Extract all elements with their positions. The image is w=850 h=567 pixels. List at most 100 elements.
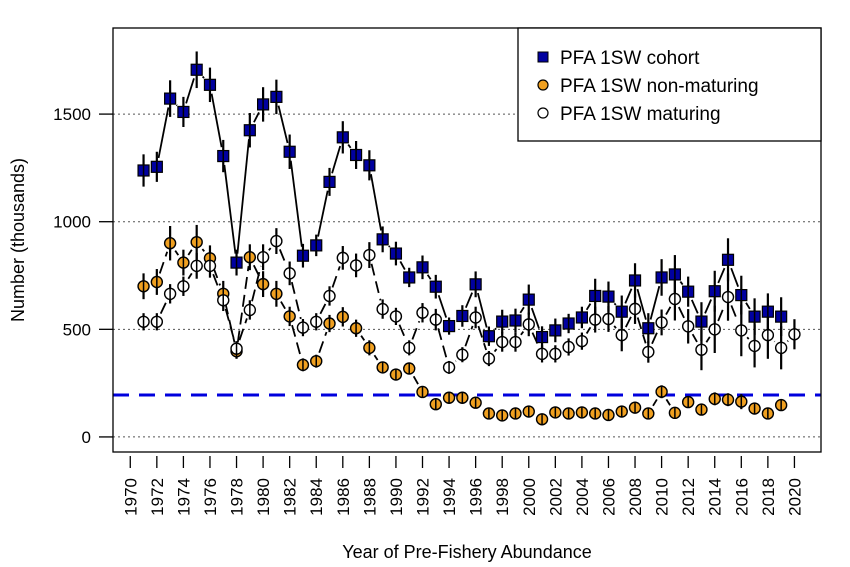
series-segment-pfa-1sw-maturing xyxy=(464,325,474,347)
x-axis: 1970 1972 1974 1976 1978 1980 1982 1984 1986 1988… xyxy=(121,456,804,516)
series-segment-pfa-1sw-cohort xyxy=(175,104,178,107)
series-segment-pfa-1sw-maturing xyxy=(531,332,540,347)
series-segment-pfa-1sw-maturing xyxy=(746,336,750,340)
series-segment-pfa-1sw-maturing xyxy=(159,301,168,315)
series-segment-pfa-1sw-cohort xyxy=(717,267,726,284)
series-segment-pfa-1sw-cohort xyxy=(236,139,250,254)
series-segment-pfa-1sw-cohort xyxy=(613,302,617,306)
x-tick-label: 2012 xyxy=(679,478,698,516)
series-segment-pfa-1sw-cohort xyxy=(679,281,684,286)
x-tick-label: 2000 xyxy=(520,478,539,516)
series-segment-pfa-1sw-maturing xyxy=(268,247,272,251)
x-tick-label: 1986 xyxy=(334,478,353,516)
x-tick-label: 2020 xyxy=(785,478,804,516)
x-tick-label: 1982 xyxy=(281,478,300,516)
series-segment-pfa-1sw-non-maturing xyxy=(187,249,193,256)
series-segment-pfa-1sw-cohort xyxy=(465,292,473,309)
series-segment-pfa-1sw-maturing xyxy=(398,324,407,340)
x-tick-label: 2006 xyxy=(599,478,618,516)
y-tick-label: 0 xyxy=(82,428,91,447)
series-segment-pfa-1sw-maturing xyxy=(331,266,341,288)
series-segment-pfa-1sw-non-maturing xyxy=(412,375,419,385)
x-tick-label: 1984 xyxy=(307,478,326,516)
series-segment-pfa-1sw-non-maturing xyxy=(665,398,671,406)
legend-entry: PFA 1SW cohort xyxy=(537,48,700,69)
series-segment-pfa-1sw-cohort xyxy=(185,78,195,104)
series-segment-pfa-1sw-maturing xyxy=(319,303,327,315)
series-segment-pfa-1sw-maturing xyxy=(411,320,421,340)
series-segment-pfa-1sw-maturing xyxy=(278,249,288,266)
series-segment-pfa-1sw-cohort xyxy=(530,307,540,329)
series-segment-pfa-1sw-maturing xyxy=(187,272,193,280)
series-segment-pfa-1sw-cohort xyxy=(388,245,391,248)
legend-square-icon xyxy=(537,51,549,63)
x-tick-label: 1996 xyxy=(467,478,486,516)
series-segment-pfa-1sw-cohort xyxy=(201,75,205,79)
x-tick-label: 1980 xyxy=(254,478,273,516)
legend: PFA 1SW cohort PFA 1SW non-maturing PFA 1S… xyxy=(517,27,822,142)
series-segment-pfa-1sw-maturing xyxy=(212,273,221,293)
series-segment-pfa-1sw-cohort xyxy=(223,164,237,254)
series-segment-pfa-1sw-cohort xyxy=(347,143,352,149)
series-segment-pfa-1sw-non-maturing xyxy=(360,335,366,341)
series-segment-pfa-1sw-cohort xyxy=(370,174,382,231)
series-segment-pfa-1sw-cohort xyxy=(476,292,488,328)
series-segment-pfa-1sw-cohort xyxy=(331,145,342,174)
legend-entry: PFA 1SW non-maturing xyxy=(537,76,759,97)
data-markers xyxy=(137,63,801,426)
series-segment-pfa-1sw-maturing xyxy=(625,316,632,328)
series-segment-pfa-1sw-cohort xyxy=(494,327,497,331)
series-segment-pfa-1sw-maturing xyxy=(251,265,262,302)
series-segment-pfa-1sw-maturing xyxy=(678,306,686,319)
series-segment-pfa-1sw-non-maturing xyxy=(318,331,328,353)
series-segment-pfa-1sw-cohort xyxy=(704,299,712,314)
x-tick-label: 1990 xyxy=(387,478,406,516)
legend-entry: PFA 1SW maturing xyxy=(537,104,721,125)
x-tick-label: 1998 xyxy=(493,478,512,516)
series-segment-pfa-1sw-cohort xyxy=(426,274,432,280)
series-segment-pfa-1sw-non-maturing xyxy=(236,266,250,343)
x-axis-title: Year of Pre-Fishery Abundance xyxy=(342,542,592,562)
x-tick-label: 2008 xyxy=(626,478,645,516)
legend-box xyxy=(517,27,822,142)
legend-circle-icon xyxy=(537,79,549,91)
series-segment-pfa-1sw-cohort xyxy=(289,160,303,247)
series-segment-pfa-1sw-maturing xyxy=(613,325,617,329)
legend-label: PFA 1SW non-maturing xyxy=(560,76,759,97)
y-axis-title: Number (thousands) xyxy=(8,158,28,322)
legend-label: PFA 1SW maturing xyxy=(560,104,721,125)
x-tick-label: 2010 xyxy=(653,478,672,516)
series-segment-pfa-1sw-non-maturing xyxy=(158,251,169,274)
x-tick-label: 1970 xyxy=(121,478,140,516)
series-segment-pfa-1sw-maturing xyxy=(290,281,302,320)
series-segment-pfa-1sw-maturing xyxy=(585,326,592,334)
series-segment-pfa-1sw-non-maturing xyxy=(201,248,205,252)
series-segment-pfa-1sw-cohort xyxy=(745,302,751,310)
series-segment-pfa-1sw-non-maturing xyxy=(373,354,379,361)
legend-label: PFA 1SW cohort xyxy=(560,48,700,69)
x-tick-label: 1992 xyxy=(414,478,433,516)
series-lines xyxy=(157,75,789,407)
series-segment-pfa-1sw-maturing xyxy=(717,305,726,322)
series-segment-pfa-1sw-cohort xyxy=(210,93,223,148)
x-tick-label: 1972 xyxy=(148,478,167,516)
series-segment-pfa-1sw-cohort xyxy=(277,105,289,144)
y-tick-label: 1000 xyxy=(53,213,91,232)
series-segment-pfa-1sw-non-maturing xyxy=(224,302,236,343)
plot-frame xyxy=(112,27,822,453)
series-segment-pfa-1sw-non-maturing xyxy=(280,301,286,310)
series-segment-pfa-1sw-cohort xyxy=(317,190,329,237)
x-tick-label: 1976 xyxy=(201,478,220,516)
series-segment-pfa-1sw-maturing xyxy=(238,318,248,341)
series-segment-pfa-1sw-maturing xyxy=(730,305,739,323)
y-tick-label: 500 xyxy=(63,320,91,339)
series-segment-pfa-1sw-non-maturing xyxy=(291,324,302,357)
x-tick-label: 2018 xyxy=(759,478,778,516)
series-segment-pfa-1sw-cohort xyxy=(399,260,406,271)
series-segment-pfa-1sw-maturing xyxy=(705,336,711,343)
series-segment-pfa-1sw-cohort xyxy=(253,111,260,123)
x-tick-label: 2002 xyxy=(546,478,565,516)
series-segment-pfa-1sw-maturing xyxy=(370,263,382,301)
series-segment-pfa-1sw-cohort xyxy=(624,288,633,304)
series-segment-pfa-1sw-maturing xyxy=(651,330,659,345)
